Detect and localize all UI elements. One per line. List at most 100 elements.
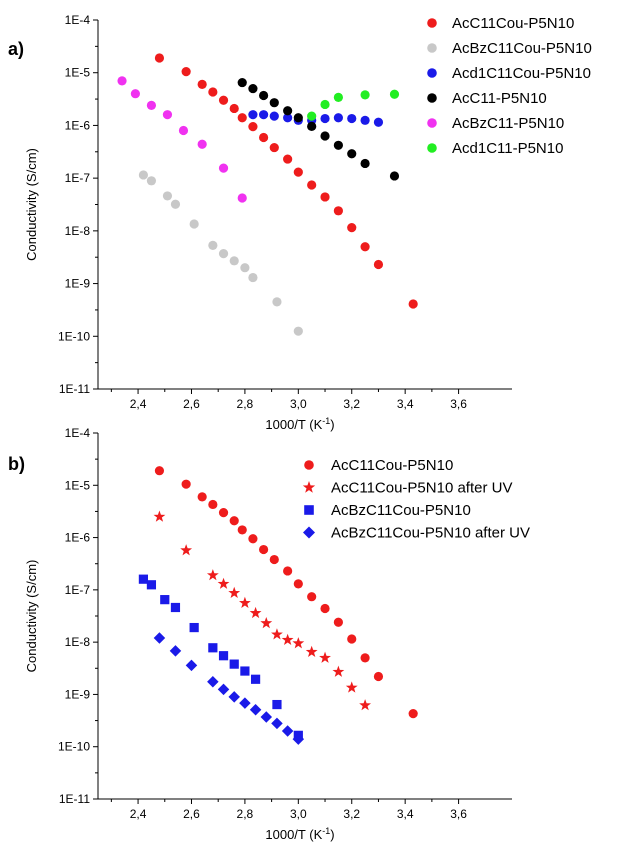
data-point	[347, 634, 357, 644]
legend-marker	[427, 18, 437, 28]
data-point	[332, 665, 345, 677]
series-1	[138, 170, 303, 336]
data-point	[373, 259, 384, 270]
data-point	[217, 683, 230, 696]
legend-label: AcBzC11Cou-P5N10	[452, 40, 592, 57]
y-tick-label: 1E-11	[59, 792, 90, 806]
data-point	[229, 103, 239, 114]
data-point	[408, 299, 418, 309]
data-point	[248, 122, 258, 132]
legend-label: AcBzC11Cou-P5N10	[331, 502, 471, 519]
data-point	[293, 113, 303, 123]
data-point	[237, 193, 247, 203]
data-point	[360, 242, 370, 252]
legend-marker	[427, 43, 437, 53]
data-point	[260, 711, 273, 723]
data-point	[271, 717, 283, 730]
data-point	[347, 113, 357, 124]
data-point	[269, 554, 279, 565]
data-point	[359, 699, 371, 711]
legend-marker	[427, 68, 437, 78]
y-tick-label: 1E-6	[65, 531, 91, 545]
data-point	[162, 191, 173, 201]
series-2	[138, 574, 303, 740]
data-point	[292, 733, 305, 745]
legend: AcC11Cou-P5N10 AcC11Cou-P5N10 after UV AcB…	[302, 457, 530, 542]
data-point	[189, 622, 199, 633]
x-tick-label: 2,4	[130, 807, 147, 821]
data-point	[320, 131, 330, 141]
legend-label: AcC11-P5N10	[452, 90, 547, 107]
data-point	[269, 111, 279, 121]
data-point	[218, 163, 229, 173]
data-point	[208, 643, 218, 653]
series-0	[154, 53, 418, 309]
data-point	[269, 98, 279, 108]
y-axis-label: Conductivity (S/cm)	[24, 148, 39, 261]
data-point	[138, 574, 149, 584]
data-point	[307, 111, 317, 121]
data-point	[408, 708, 418, 719]
legend-label: AcBzC11Cou-P5N10 after UV	[331, 525, 530, 542]
data-point	[272, 297, 282, 307]
y-tick-label: 1E-4	[65, 13, 91, 27]
x-axis-label: 1000/T (K-1)	[265, 416, 334, 432]
data-point	[178, 125, 189, 136]
data-point	[197, 492, 207, 502]
data-point	[320, 192, 330, 202]
data-point	[189, 219, 199, 229]
x-tick-label: 2,6	[183, 807, 200, 821]
y-tick-label: 1E-9	[65, 687, 91, 701]
legend-label: AcBzC11-P5N10	[452, 115, 564, 132]
legend: AcC11Cou-P5N10 AcBzC11Cou-P5N10 Acd1C11Cou…	[427, 15, 592, 157]
data-point	[117, 76, 127, 86]
data-point	[160, 595, 170, 605]
legend-label: AcC11Cou-P5N10 after UV	[331, 480, 512, 497]
legend-marker	[427, 93, 437, 103]
x-tick-label: 3,2	[343, 807, 360, 821]
series-0	[154, 466, 418, 719]
data-point	[259, 544, 269, 555]
x-tick-label: 2,8	[237, 397, 254, 411]
data-point	[389, 171, 400, 181]
x-tick-label: 2,8	[237, 807, 254, 821]
data-point	[281, 633, 294, 645]
data-point	[138, 170, 149, 180]
legend-marker	[427, 118, 437, 128]
y-tick-label: 1E-7	[65, 583, 91, 597]
data-point	[154, 466, 165, 476]
data-point	[360, 653, 370, 663]
data-point	[259, 110, 269, 120]
data-point	[320, 113, 330, 124]
legend-marker	[304, 505, 314, 515]
data-point	[293, 167, 303, 177]
data-point	[197, 79, 207, 90]
data-point	[271, 628, 283, 640]
data-point	[146, 176, 157, 186]
data-point	[217, 577, 230, 589]
data-point	[333, 113, 343, 123]
legend-label: Acd1C11-P5N10	[452, 140, 563, 157]
data-point	[272, 699, 282, 710]
y-tick-label: 1E-5	[65, 66, 91, 80]
data-point	[146, 100, 157, 110]
data-point	[218, 508, 229, 518]
x-tick-label: 3,0	[290, 397, 307, 411]
data-point	[237, 525, 247, 535]
data-point	[283, 113, 293, 123]
data-point	[283, 154, 293, 164]
data-point	[259, 132, 269, 143]
data-point	[307, 592, 317, 602]
data-point	[283, 106, 293, 116]
data-point	[248, 534, 258, 544]
data-point	[281, 725, 294, 737]
panel-label: b)	[8, 454, 25, 474]
y-tick-label: 1E-5	[65, 478, 91, 492]
chart-panel-b: 1E-11 1E-10 1E-9 1E-8 1E-7 1E-6 1E-5 1E-4 2,4 2,6…	[8, 426, 530, 842]
data-point	[170, 602, 181, 613]
legend-label: AcC11Cou-P5N10	[452, 15, 574, 32]
data-point	[180, 544, 193, 556]
legend-label: AcC11Cou-P5N10	[331, 457, 453, 474]
data-point	[389, 89, 400, 99]
series-4	[117, 76, 247, 203]
